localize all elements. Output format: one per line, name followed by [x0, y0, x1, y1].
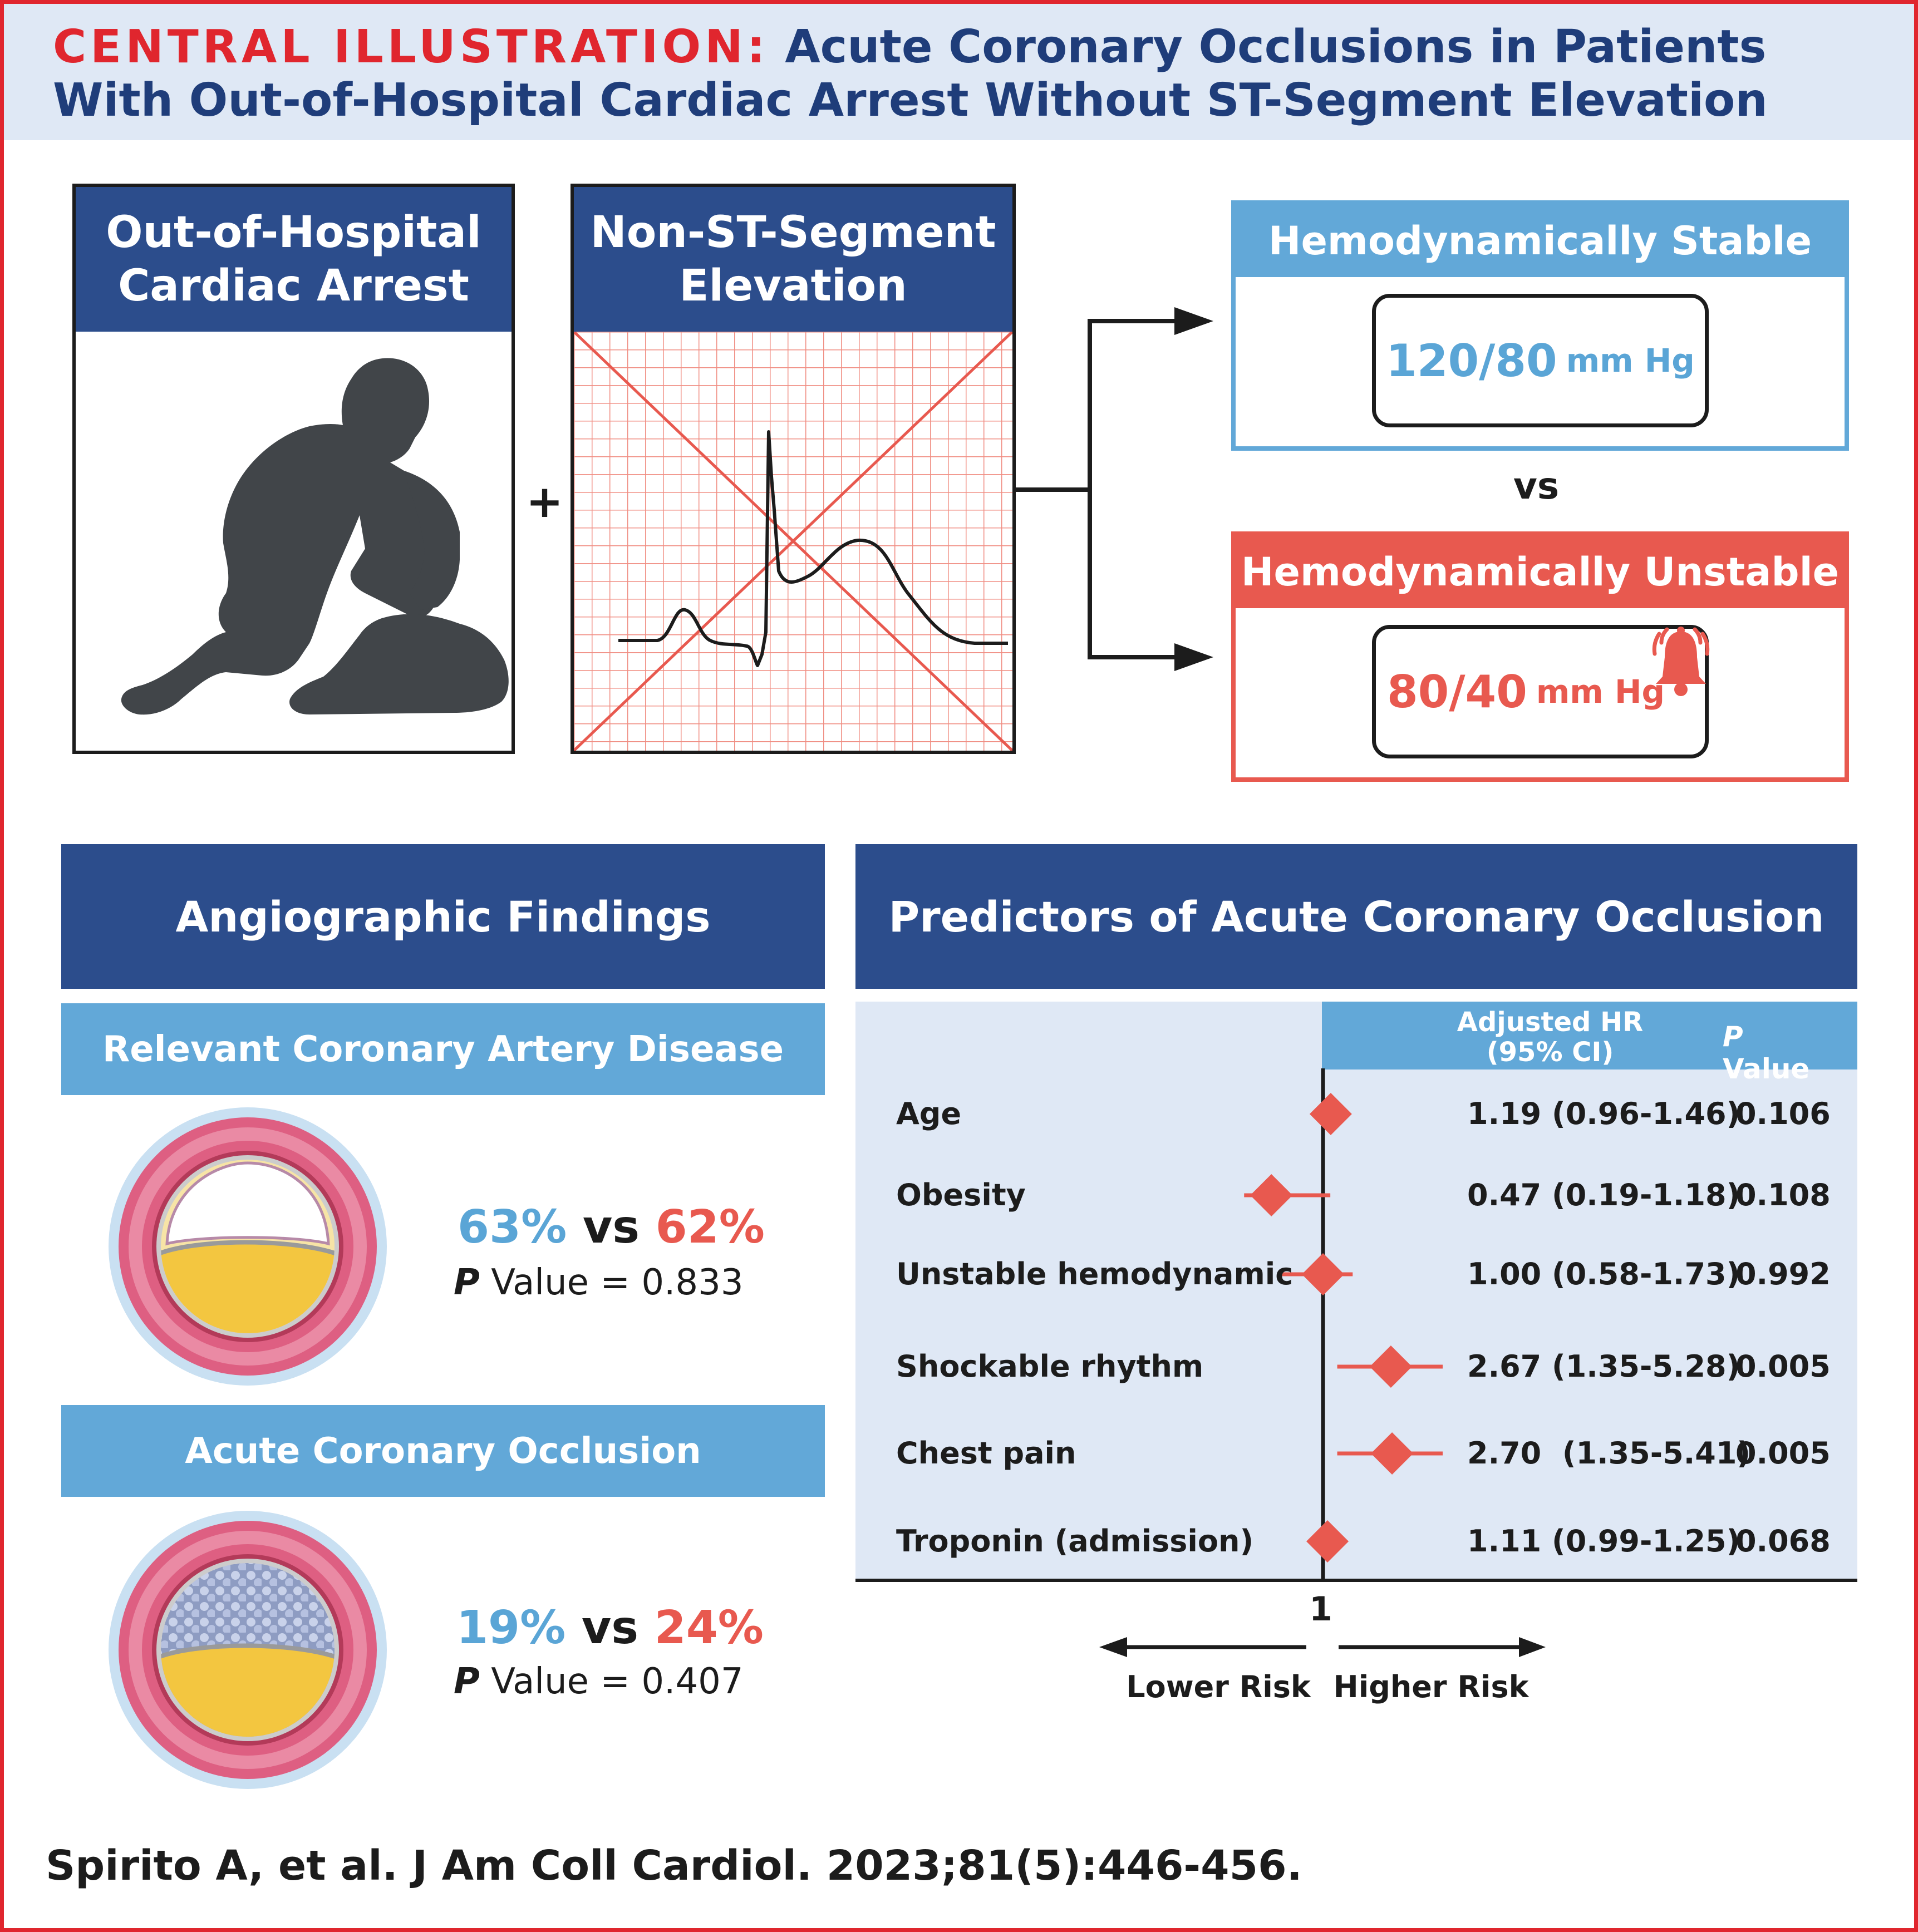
ohca-header: Out-of-Hospital Cardiac Arrest	[76, 187, 512, 332]
hr-header-line1: Adjusted HR	[1457, 1007, 1644, 1038]
cad-stable-pct: 63%	[458, 1201, 567, 1254]
predictor-label: Obesity	[896, 1177, 1026, 1213]
p-value: 0.005	[1735, 1436, 1831, 1471]
ecg-header: Non-ST-Segment Elevation	[574, 187, 1012, 332]
predictor-label: Shockable rhythm	[896, 1349, 1204, 1384]
cad-p-text: Value = 0.833	[491, 1262, 744, 1303]
title-banner: CENTRAL ILLUSTRATION: Acute Coronary Occ…	[4, 4, 1914, 140]
predictor-label: Chest pain	[896, 1436, 1076, 1471]
alarm-bell-icon	[1652, 627, 1710, 696]
aco-vs: vs	[581, 1601, 639, 1654]
stable-bp-value: 120/80	[1386, 334, 1557, 387]
p-value: 0.992	[1735, 1256, 1831, 1292]
angiographic-header: Angiographic Findings	[61, 844, 825, 989]
hr-diamond	[1309, 1093, 1352, 1135]
cpr-silhouette-icon	[121, 358, 509, 715]
higher-risk-label: Higher Risk	[1334, 1669, 1530, 1704]
unstable-box: Hemodynamically Unstable 80/40 mm Hg	[1231, 531, 1849, 782]
branch-arrows	[1013, 307, 1213, 671]
p-header-italic: P	[1723, 1021, 1743, 1053]
hr-value: 1.19 (0.96-1.46)	[1467, 1096, 1740, 1131]
cross-line-2	[574, 332, 1012, 751]
aco-unstable-pct: 24%	[654, 1601, 764, 1654]
p-value: 0.005	[1735, 1349, 1831, 1384]
predictor-label: Unstable hemodynamic	[896, 1256, 1294, 1292]
vs-label: vs	[1513, 465, 1560, 507]
cad-header: Relevant Coronary Artery Disease	[61, 1003, 825, 1095]
lower-risk-label: Lower Risk	[1126, 1669, 1311, 1704]
stable-bp-unit: mm Hg	[1566, 342, 1695, 379]
unstable-title: Hemodynamically Unstable	[1236, 536, 1845, 608]
ecg-trace	[618, 430, 1008, 667]
predictor-label: Troponin (admission)	[896, 1524, 1254, 1559]
aco-stat: 19% vs 24%	[456, 1601, 764, 1654]
unstable-bp: 80/40 mm Hg	[1372, 625, 1709, 758]
cad-unstable-pct: 62%	[655, 1201, 765, 1254]
ecg-grid	[574, 332, 1012, 751]
arrow-down-head	[1174, 643, 1213, 671]
stable-bp: 120/80 mm Hg	[1372, 294, 1709, 427]
plus-sign: +	[526, 476, 564, 528]
stable-title: Hemodynamically Stable	[1236, 205, 1845, 277]
hr-value: 0.47 (0.19-1.18)	[1467, 1177, 1740, 1213]
hr-value: 1.00 (0.58-1.73)	[1467, 1256, 1740, 1292]
hr-header-line2: (95% CI)	[1486, 1037, 1614, 1068]
forest-table-header: Adjusted HR (95% CI) P Value	[1322, 1002, 1857, 1085]
ohca-line1: Out-of-Hospital	[106, 208, 481, 258]
artery-aco-icon	[109, 1511, 387, 1789]
ohca-panel: Out-of-Hospital Cardiac Arrest	[72, 184, 515, 754]
hr-header: Adjusted HR (95% CI)	[1450, 1007, 1650, 1067]
hr-value: 1.11 (0.99-1.25)	[1467, 1524, 1740, 1559]
artery-cad-icon	[109, 1107, 387, 1386]
ecg-line1: Non-ST-Segment	[590, 208, 996, 258]
aco-header: Acute Coronary Occlusion	[61, 1405, 825, 1497]
page-title: CENTRAL ILLUSTRATION: Acute Coronary Occ…	[53, 21, 1890, 127]
unstable-bp-value: 80/40	[1387, 666, 1527, 718]
cad-p-label: P	[454, 1262, 480, 1303]
p-value: 0.068	[1735, 1524, 1831, 1559]
cad-vs: vs	[582, 1201, 640, 1254]
higher-risk-arrowhead	[1519, 1637, 1546, 1657]
p-header: P Value	[1723, 1021, 1834, 1085]
hr-diamond	[1302, 1253, 1344, 1295]
hr-diamond	[1371, 1432, 1414, 1475]
predictors-header: Predictors of Acute Coronary Occlusion	[855, 844, 1857, 989]
hr-diamond	[1369, 1345, 1412, 1388]
forest-plot-area	[855, 1002, 1857, 1580]
hr-value: 2.70 (1.35-5.41)	[1467, 1436, 1751, 1471]
unstable-bp-unit: mm Hg	[1536, 673, 1665, 711]
aco-p-value: P Value = 0.407	[454, 1661, 744, 1702]
aco-p-text: Value = 0.407	[491, 1661, 744, 1702]
aco-stable-pct: 19%	[456, 1601, 566, 1654]
title-lead: CENTRAL ILLUSTRATION:	[53, 21, 769, 73]
ohca-line2: Cardiac Arrest	[118, 261, 469, 311]
arrow-up-head	[1174, 307, 1213, 335]
citation: Spirito A, et al. J Am Coll Cardiol. 202…	[46, 1842, 1302, 1890]
p-header-rest: Value	[1723, 1053, 1810, 1085]
hr-diamond	[1306, 1520, 1349, 1563]
hr-value: 2.67 (1.35-5.28)	[1467, 1349, 1740, 1384]
ecg-panel: Non-ST-Segment Elevation	[571, 184, 1016, 754]
hr-diamond	[1250, 1174, 1293, 1216]
forest-plot: 1 Lower Risk Higher Risk	[855, 1068, 1857, 1704]
lower-risk-arrowhead	[1099, 1637, 1127, 1657]
stable-box: Hemodynamically Stable 120/80 mm Hg	[1231, 200, 1849, 451]
cad-stat: 63% vs 62%	[458, 1201, 765, 1254]
predictor-label: Age	[896, 1096, 962, 1131]
p-value: 0.106	[1735, 1096, 1831, 1131]
ecg-line2: Elevation	[679, 261, 907, 311]
title-text: Acute Coronary Occlusions in Patients Wi…	[53, 21, 1768, 127]
aco-p-label: P	[454, 1661, 480, 1702]
forest-reference-label: 1	[1309, 1590, 1332, 1629]
p-value: 0.108	[1735, 1177, 1831, 1213]
cad-p-value: P Value = 0.833	[454, 1262, 744, 1303]
